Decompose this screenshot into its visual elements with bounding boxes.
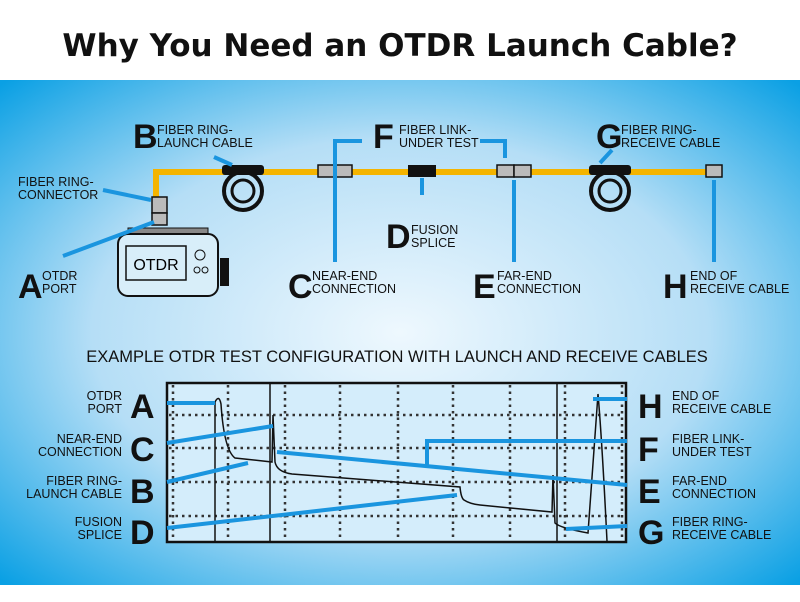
label-text: FIBER RING- (157, 123, 233, 137)
label-text: UNDER TEST (672, 445, 752, 459)
label-text: SPLICE (411, 236, 455, 250)
label-text: FIBER RING- (621, 123, 697, 137)
label-text: F (638, 431, 659, 469)
label-text: B (130, 473, 155, 511)
label-text: FIBER LINK- (672, 432, 744, 446)
label-text: FAR-END (672, 474, 727, 488)
label-text: CONNECTION (497, 282, 581, 296)
receive-cable-coil (589, 165, 631, 212)
label-text: FUSION (75, 515, 122, 529)
fusion-splice (408, 165, 436, 177)
label-text: D (130, 514, 155, 552)
label-h-letter: H (663, 268, 688, 306)
label-text: OTDR (87, 389, 122, 403)
far-end-connector (496, 164, 532, 178)
label-text: FUSION (411, 223, 458, 237)
connector-label-2: CONNECTOR (18, 188, 98, 202)
otdr-trace (214, 393, 608, 542)
label-text: C (130, 431, 155, 469)
top-leader-lines (62, 139, 716, 262)
label-text: SPLICE (78, 528, 122, 542)
label-text: RECEIVE CABLE (672, 528, 771, 542)
label-text: A (130, 388, 155, 426)
end-connector (705, 164, 723, 178)
label-e-letter: E (473, 268, 496, 306)
label-text: UNDER TEST (399, 136, 479, 150)
label-text: CONNECTION (312, 282, 396, 296)
label-text: CONNECTION (672, 487, 756, 501)
label-text: FAR-END (497, 269, 552, 283)
label-f-letter: F (373, 118, 394, 156)
label-text: FIBER LINK- (399, 123, 471, 137)
label-text: END OF (690, 269, 738, 283)
trace-subtitle: EXAMPLE OTDR TEST CONFIGURATION WITH LAU… (86, 348, 708, 366)
label-text: RECEIVE CABLE (672, 402, 771, 416)
label-text: LAUNCH CABLE (26, 487, 122, 501)
page-title: Why You Need an OTDR Launch Cable? (62, 28, 737, 64)
label-c-letter: C (288, 268, 313, 306)
label-text: RECEIVE CABLE (690, 282, 789, 296)
label-text: G (638, 514, 664, 552)
otdr-device-label: OTDR (133, 257, 178, 274)
label-text: END OF (672, 389, 720, 403)
label-b-letter: B (133, 118, 158, 156)
otdr-device: OTDR (117, 196, 229, 297)
label-g-letter: G (596, 118, 622, 156)
label-text: NEAR-END (57, 432, 122, 446)
label-text: H (638, 388, 663, 426)
launch-cable-coil (222, 165, 264, 212)
label-text: OTDR (42, 269, 77, 283)
label-a-letter: A (18, 268, 43, 306)
label-d-letter: D (386, 218, 411, 256)
label-text: PORT (88, 402, 123, 416)
fiber-setup: OTDR (117, 164, 723, 297)
label-text: PORT (42, 282, 77, 296)
trace-panel (165, 381, 628, 544)
label-text: RECEIVE CABLE (621, 136, 720, 150)
label-text: LAUNCH CABLE (157, 136, 253, 150)
label-text: FIBER RING- (46, 474, 122, 488)
label-text: E (638, 473, 661, 511)
label-text: NEAR-END (312, 269, 377, 283)
label-text: CONNECTION (38, 445, 122, 459)
label-text: FIBER RING- (672, 515, 748, 529)
trace-leader-lines (166, 397, 628, 531)
connector-label-1: FIBER RING- (18, 175, 94, 189)
